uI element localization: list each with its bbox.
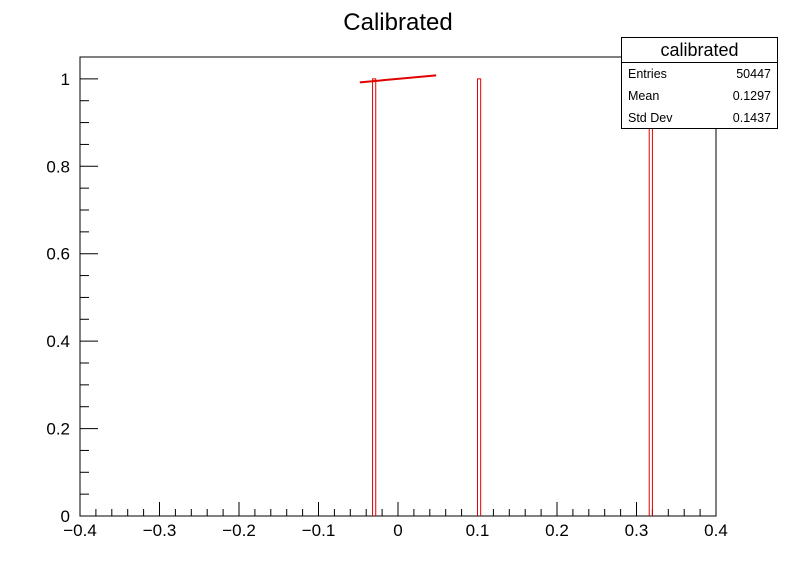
stats-value: 0.1297 xyxy=(732,89,771,103)
stats-label: Entries xyxy=(628,67,667,81)
stats-title: calibrated xyxy=(622,38,777,63)
stats-box: calibrated Entries 50447 Mean 0.1297 Std… xyxy=(621,37,778,129)
overlay-line xyxy=(359,74,437,84)
stats-value: 0.1437 xyxy=(732,111,771,125)
histogram-bin xyxy=(477,78,482,516)
x-tick-label: 0.4 xyxy=(704,521,728,540)
chart-title: Calibrated xyxy=(343,9,452,36)
x-tick-label: −0.2 xyxy=(222,521,256,540)
y-tick-label: 0.6 xyxy=(46,245,70,264)
x-tick-label: 0.2 xyxy=(545,521,569,540)
x-tick-label: 0 xyxy=(393,521,402,540)
stats-row-entries: Entries 50447 xyxy=(622,63,777,85)
y-tick-label: 0.4 xyxy=(46,332,70,351)
x-tick-label: −0.3 xyxy=(143,521,177,540)
y-tick-label: 1 xyxy=(61,70,70,89)
histogram-bin xyxy=(372,78,377,516)
x-tick-label: 0.3 xyxy=(625,521,649,540)
y-tick-label: 0 xyxy=(61,507,70,526)
stats-value: 50447 xyxy=(736,67,771,81)
y-tick-label: 0.2 xyxy=(46,420,70,439)
histogram-bin xyxy=(648,78,653,516)
x-tick-label: −0.4 xyxy=(63,521,97,540)
stats-row-mean: Mean 0.1297 xyxy=(622,85,777,107)
x-tick-label: 0.1 xyxy=(466,521,490,540)
stats-label: Std Dev xyxy=(628,111,673,125)
y-tick-label: 0.8 xyxy=(46,157,70,176)
stats-label: Mean xyxy=(628,89,660,103)
stats-row-std-dev: Std Dev 0.1437 xyxy=(622,107,777,129)
x-tick-label: −0.1 xyxy=(302,521,336,540)
